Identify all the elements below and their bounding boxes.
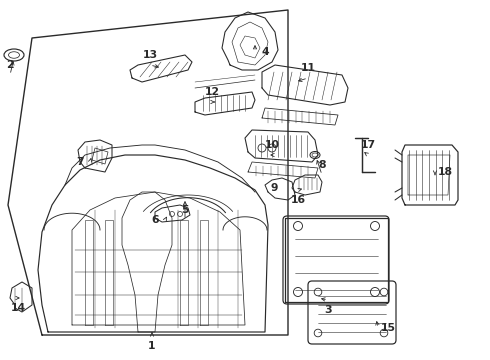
Text: 18: 18 [438, 167, 452, 177]
Text: 12: 12 [204, 87, 220, 97]
Text: 10: 10 [265, 140, 279, 150]
Text: 17: 17 [361, 140, 375, 150]
Text: 5: 5 [181, 205, 189, 215]
Text: 14: 14 [10, 303, 25, 313]
Text: 4: 4 [261, 47, 269, 57]
Text: 7: 7 [76, 157, 84, 167]
Text: 3: 3 [324, 305, 332, 315]
Text: 8: 8 [318, 160, 326, 170]
Text: 11: 11 [300, 63, 316, 73]
Text: 13: 13 [143, 50, 158, 60]
Text: 16: 16 [291, 195, 306, 205]
Text: 9: 9 [270, 183, 278, 193]
Text: 2: 2 [6, 60, 14, 70]
Text: 6: 6 [151, 215, 159, 225]
Text: 1: 1 [148, 341, 156, 351]
Text: 15: 15 [381, 323, 395, 333]
